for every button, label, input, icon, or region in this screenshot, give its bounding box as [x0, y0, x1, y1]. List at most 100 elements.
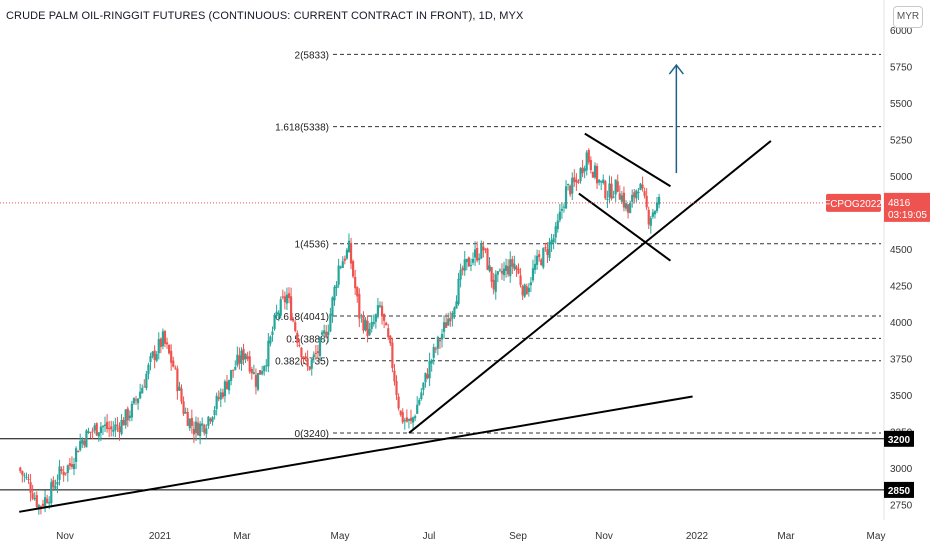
candle-body — [598, 179, 601, 183]
candle-body — [81, 439, 84, 444]
candle-body — [182, 401, 185, 415]
candle-body — [58, 466, 61, 480]
candle-body — [635, 190, 638, 199]
candle-body — [383, 313, 386, 321]
candle-body — [639, 183, 642, 191]
candle-body — [569, 185, 572, 195]
candle-body — [432, 347, 435, 358]
trendline-flag-lower — [578, 192, 672, 262]
candle-body — [296, 332, 299, 343]
candle-body — [145, 373, 148, 389]
candle-body — [616, 181, 619, 192]
candle-body — [540, 259, 543, 266]
candle-body — [536, 255, 539, 265]
candle-body — [265, 365, 268, 367]
y-tick-label: 4250 — [890, 282, 913, 293]
candle-body — [374, 314, 377, 322]
candle-body — [424, 372, 427, 383]
candle-body — [236, 354, 239, 366]
candle-body — [283, 296, 286, 303]
candle-body — [467, 257, 470, 267]
candle-body — [180, 388, 183, 402]
candle-body — [587, 150, 590, 163]
candle-body — [579, 168, 582, 182]
candle-body — [118, 426, 121, 433]
candle-body — [287, 293, 291, 299]
x-tick-label: Mar — [777, 531, 795, 542]
candle-body — [533, 263, 537, 270]
candle-body — [364, 319, 367, 331]
candle-body — [318, 337, 322, 356]
candle-body — [217, 397, 220, 400]
candle-body — [411, 417, 415, 423]
candle-body — [289, 296, 293, 321]
candle-body — [70, 464, 74, 467]
candle-body — [451, 312, 454, 319]
candle-body — [538, 254, 541, 258]
candle-body — [277, 312, 280, 314]
candle-body — [337, 265, 340, 285]
chart-title: CRUDE PALM OIL-RINGGIT FUTURES (CONTINUO… — [6, 10, 524, 22]
candle-body — [188, 418, 191, 429]
candle-body — [558, 211, 561, 221]
candle-body — [651, 212, 654, 217]
candle-body — [19, 467, 22, 472]
candle-body — [116, 424, 119, 426]
candle-body — [294, 322, 297, 331]
candle-body — [494, 274, 497, 292]
y-tick-label: 5750 — [890, 63, 913, 74]
last-price-tag — [884, 192, 930, 222]
candle-body — [126, 408, 129, 421]
candle-body — [174, 367, 177, 369]
candle-body — [221, 392, 224, 398]
candle-body — [25, 476, 28, 478]
candle-body — [149, 356, 152, 363]
candle-body — [504, 265, 508, 271]
candle-body — [201, 423, 204, 426]
candle-body — [554, 226, 557, 238]
candle-body — [275, 311, 278, 317]
candle-body — [101, 426, 105, 428]
currency-button[interactable]: MYR — [893, 6, 923, 28]
candle-body — [128, 415, 131, 419]
candle-body — [279, 299, 282, 316]
candle-body — [360, 315, 363, 317]
candle-body — [269, 336, 272, 344]
candle-body — [165, 342, 169, 345]
candle-body — [469, 264, 473, 266]
candle-body — [219, 392, 222, 400]
candle-body — [513, 263, 516, 269]
candle-body — [544, 247, 547, 249]
candle-body — [244, 353, 247, 360]
candle-body — [620, 195, 623, 202]
candle-body — [252, 372, 255, 374]
candle-body — [473, 249, 477, 258]
candle-body — [436, 336, 439, 349]
candle-body — [190, 417, 193, 426]
candle-body — [35, 495, 38, 508]
candle-body — [122, 419, 125, 426]
candle-body — [529, 282, 533, 286]
level-tag-label: 3200 — [888, 435, 911, 446]
candle-body — [567, 183, 570, 185]
candle-body — [416, 404, 419, 414]
candle-body — [23, 475, 26, 477]
candle-body — [62, 471, 65, 476]
candle-body — [302, 356, 305, 359]
candle-body — [300, 347, 303, 357]
candle-body — [66, 465, 69, 474]
candle-body — [397, 396, 400, 409]
candle-body — [163, 331, 167, 344]
candle-body — [56, 481, 59, 485]
candle-body — [48, 502, 51, 504]
candle-body — [170, 350, 173, 363]
candle-body — [550, 240, 553, 244]
candle-body — [316, 351, 320, 354]
candle-body — [213, 409, 216, 416]
candle-body — [41, 503, 45, 506]
candle-body — [610, 183, 613, 199]
candle-body — [438, 339, 442, 342]
candle-body — [519, 275, 522, 286]
candle-body — [395, 381, 398, 396]
candle-body — [254, 375, 258, 387]
